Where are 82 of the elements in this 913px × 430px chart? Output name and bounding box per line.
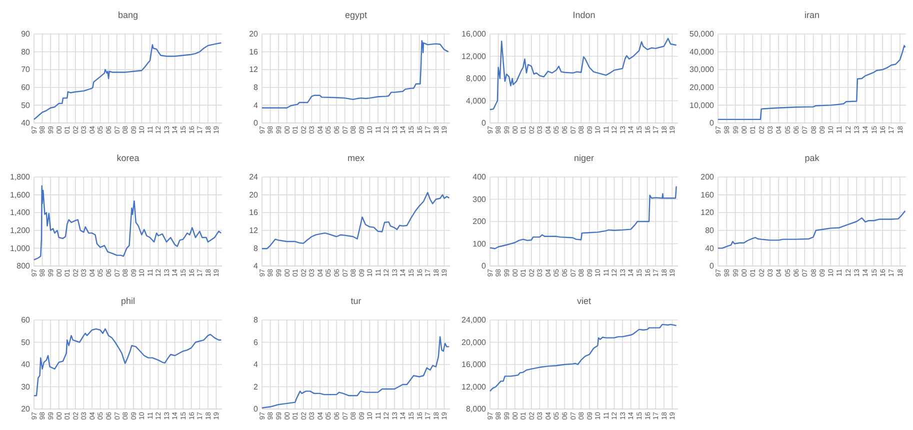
y-tick-label: 800 xyxy=(16,262,31,271)
y-tick-label: 0 xyxy=(254,118,259,128)
y-tick-label: 24,000 xyxy=(462,316,487,325)
chart-title: viet xyxy=(576,296,592,306)
y-tick-label: 12 xyxy=(249,226,259,235)
chart-title: tur xyxy=(350,296,362,306)
chart-title: Indon xyxy=(572,10,596,20)
chart-title: korea xyxy=(116,153,140,163)
y-tick-label: 4 xyxy=(254,262,259,271)
y-tick-label: 120 xyxy=(700,208,715,218)
y-tick-label: 160 xyxy=(700,190,715,200)
y-tick-label: 8 xyxy=(254,316,259,325)
chart-title: mex xyxy=(347,153,365,163)
y-tick-label: 200 xyxy=(700,172,715,182)
line-series xyxy=(261,40,449,108)
line-series xyxy=(33,185,222,260)
y-tick-label: 50 xyxy=(21,100,31,110)
line-series xyxy=(717,44,906,120)
y-tick-label: 8 xyxy=(254,244,259,253)
y-tick-label: 1,600 xyxy=(10,190,31,200)
y-tick-label: 2 xyxy=(254,382,259,392)
chart-title: phil xyxy=(120,296,136,306)
y-tick-label: 20 xyxy=(21,404,31,414)
y-tick-label: 1,000 xyxy=(10,244,31,253)
chart-title: niger xyxy=(574,153,594,163)
y-tick-label: 20,000 xyxy=(462,338,487,347)
line-series xyxy=(261,192,450,250)
y-tick-label: 16 xyxy=(249,208,259,218)
y-tick-label: 30,000 xyxy=(690,65,715,74)
y-tick-label: 80 xyxy=(705,226,715,235)
y-tick-label: 12,000 xyxy=(462,52,487,61)
y-tick-label: 70 xyxy=(21,65,31,74)
y-tick-label: 10,000 xyxy=(690,100,715,110)
y-tick-label: 12,000 xyxy=(462,382,487,392)
y-tick-label: 60 xyxy=(21,82,31,92)
line-series xyxy=(33,42,222,120)
y-tick-label: 40,000 xyxy=(690,47,715,56)
y-tick-label: 0 xyxy=(482,262,487,271)
y-tick-label: 40 xyxy=(21,360,31,370)
y-tick-label: 100 xyxy=(472,239,487,248)
line-series xyxy=(489,38,677,110)
y-tick-label: 8 xyxy=(254,82,259,92)
y-tick-label: 16,000 xyxy=(462,30,487,39)
y-tick-label: 200 xyxy=(472,217,487,226)
y-tick-label: 0 xyxy=(482,118,487,128)
y-tick-label: 60 xyxy=(21,316,31,325)
y-tick-label: 300 xyxy=(472,194,487,204)
y-tick-label: 4 xyxy=(254,360,259,370)
y-tick-label: 20 xyxy=(249,190,259,200)
y-tick-label: 0 xyxy=(710,118,715,128)
y-tick-label: 6 xyxy=(254,338,259,347)
y-tick-label: 16,000 xyxy=(462,360,487,370)
y-tick-label: 0 xyxy=(254,404,259,414)
line-series xyxy=(489,324,677,392)
y-tick-label: 50,000 xyxy=(690,30,715,39)
y-tick-label: 1,400 xyxy=(10,208,31,218)
y-tick-label: 20 xyxy=(249,30,259,39)
y-tick-label: 12 xyxy=(249,65,259,74)
y-tick-label: 40 xyxy=(705,244,715,253)
chart-title: iran xyxy=(804,10,820,20)
line-series xyxy=(717,210,906,249)
y-tick-label: 4,000 xyxy=(466,96,487,106)
chart-title: pak xyxy=(804,153,820,163)
y-tick-label: 0 xyxy=(710,262,715,271)
y-tick-label: 80 xyxy=(21,47,31,56)
y-tick-label: 90 xyxy=(21,30,31,39)
y-tick-label: 1,200 xyxy=(10,226,31,235)
y-tick-label: 8,000 xyxy=(466,74,487,84)
chart-title: egypt xyxy=(344,10,368,20)
y-tick-label: 8,000 xyxy=(466,404,487,414)
y-tick-label: 400 xyxy=(472,172,487,182)
y-tick-label: 50 xyxy=(21,338,31,347)
chart-title: bang xyxy=(118,10,138,20)
line-series xyxy=(489,186,677,250)
y-tick-label: 20,000 xyxy=(690,82,715,92)
y-tick-label: 40 xyxy=(21,118,31,128)
line-series xyxy=(33,328,222,396)
y-tick-label: 24 xyxy=(249,172,259,182)
y-tick-label: 16 xyxy=(249,47,259,56)
y-tick-label: 1,800 xyxy=(10,172,31,182)
y-tick-label: 4 xyxy=(254,100,259,110)
y-tick-label: 30 xyxy=(21,382,31,392)
